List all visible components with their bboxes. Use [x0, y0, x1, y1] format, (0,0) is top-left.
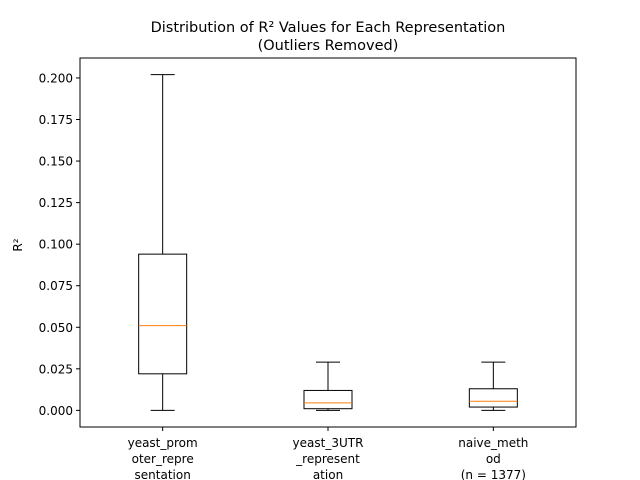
- x-tick-label: yeast_prom: [128, 436, 198, 450]
- y-axis-ticks: 0.000 0.025 0.050 0.075 0.100 0.125 0.150 0.175…: [39, 71, 80, 418]
- x-tick-label: (n = 1377): [461, 468, 526, 480]
- x-tick-label: _represent: [295, 452, 360, 466]
- plot-frame: [79, 57, 577, 428]
- x-axis-ticks: yeast_prom oter_repre sentation yeast_3UTR _…: [128, 427, 528, 480]
- y-axis-label: R²: [11, 238, 25, 251]
- chart-title-line-1: Distribution of R² Values for Each Repre…: [151, 20, 506, 36]
- iqr-box: [138, 253, 188, 375]
- x-tick-label: yeast_3UTR: [293, 436, 364, 450]
- y-tick-label: 0.050: [39, 321, 73, 335]
- y-tick-label: 0.100: [39, 238, 73, 252]
- iqr-box: [303, 389, 353, 410]
- chart-title-line-2: (Outliers Removed): [258, 38, 399, 54]
- y-tick-label: 0.200: [39, 71, 73, 85]
- box-plot: [138, 74, 188, 411]
- box-plot: [303, 361, 353, 411]
- y-tick-label: 0.175: [39, 113, 73, 127]
- y-tick-label: 0.125: [39, 196, 73, 210]
- iqr-box: [468, 388, 518, 408]
- x-tick-label: oter_repre: [132, 452, 194, 466]
- y-tick-label: 0.000: [39, 404, 73, 418]
- x-tick-label: ation: [313, 468, 343, 480]
- x-tick-label: naive_meth: [458, 436, 528, 450]
- y-tick-label: 0.075: [39, 279, 73, 293]
- y-tick-label: 0.150: [39, 155, 73, 169]
- x-tick-label: sentation: [135, 468, 191, 480]
- x-tick-label: od: [486, 452, 501, 466]
- box-plot: [468, 361, 518, 411]
- y-tick-label: 0.025: [39, 362, 73, 376]
- box-series: [138, 74, 518, 411]
